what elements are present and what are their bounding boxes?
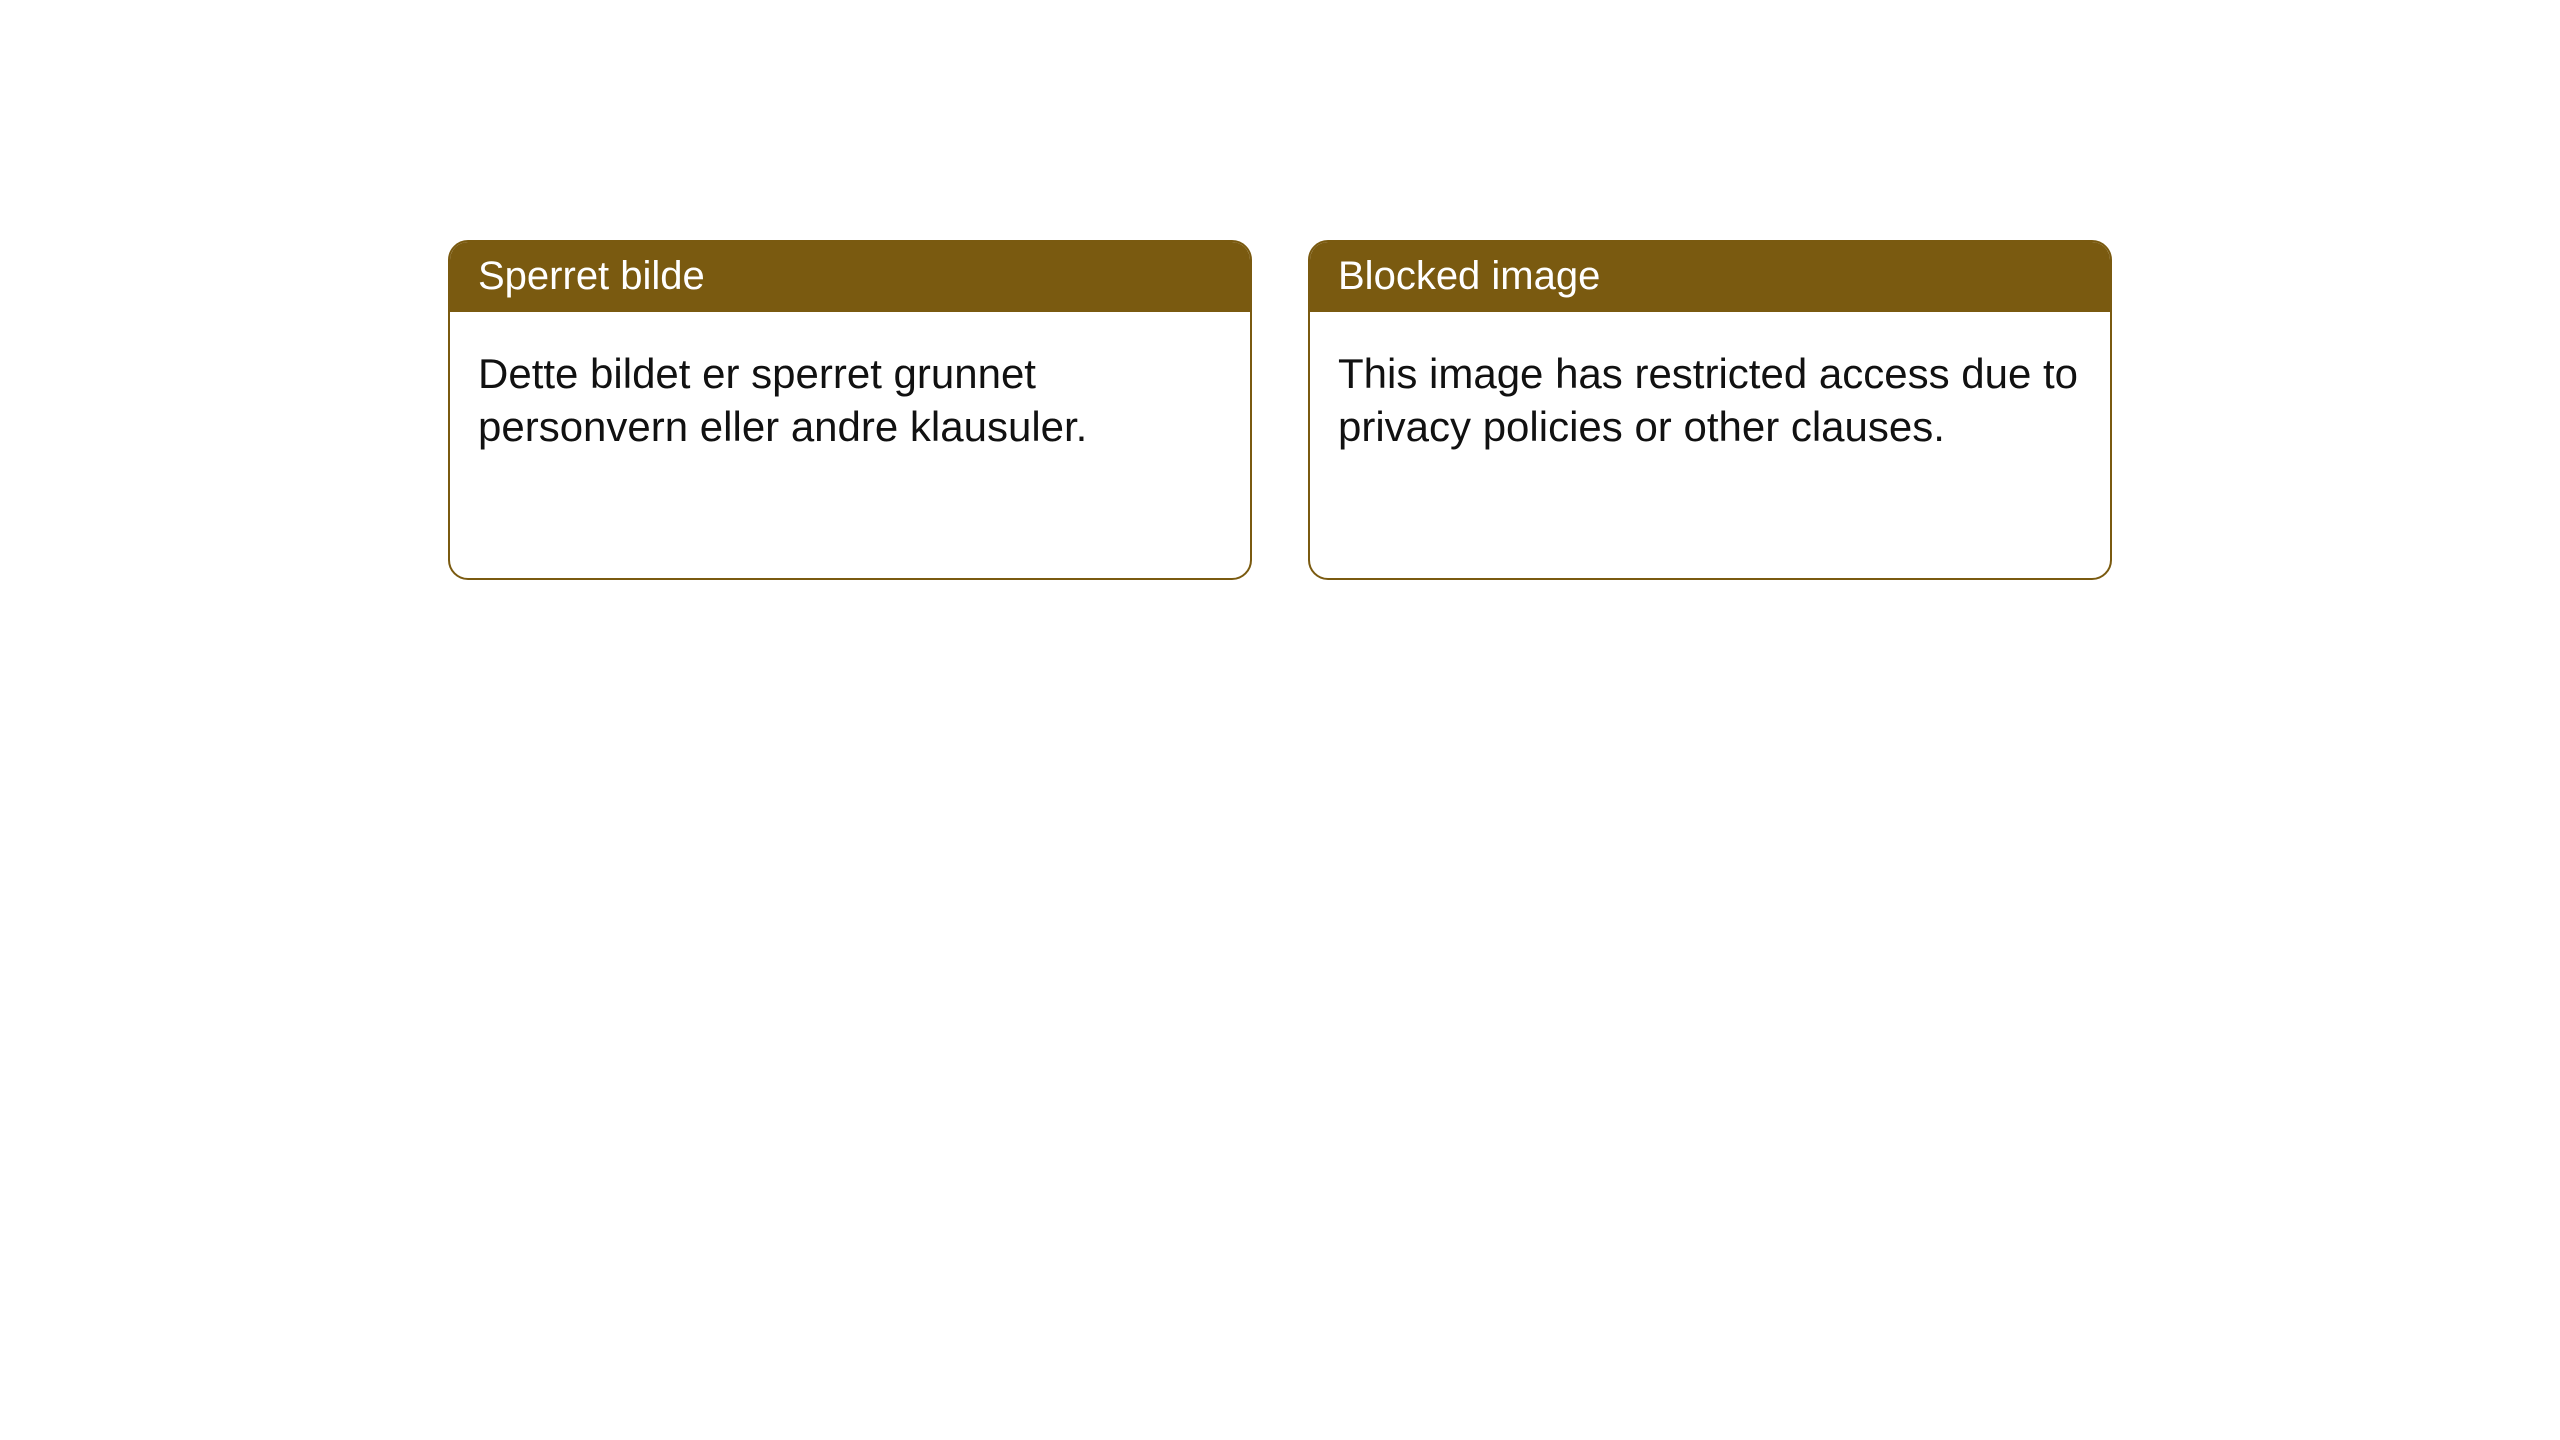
notice-card-english: Blocked image This image has restricted … [1308, 240, 2112, 580]
notice-message-norwegian: Dette bildet er sperret grunnet personve… [450, 312, 1250, 481]
notice-title-norwegian: Sperret bilde [450, 242, 1250, 312]
notice-container: Sperret bilde Dette bildet er sperret gr… [448, 240, 2112, 580]
notice-message-english: This image has restricted access due to … [1310, 312, 2110, 481]
notice-title-english: Blocked image [1310, 242, 2110, 312]
notice-card-norwegian: Sperret bilde Dette bildet er sperret gr… [448, 240, 1252, 580]
